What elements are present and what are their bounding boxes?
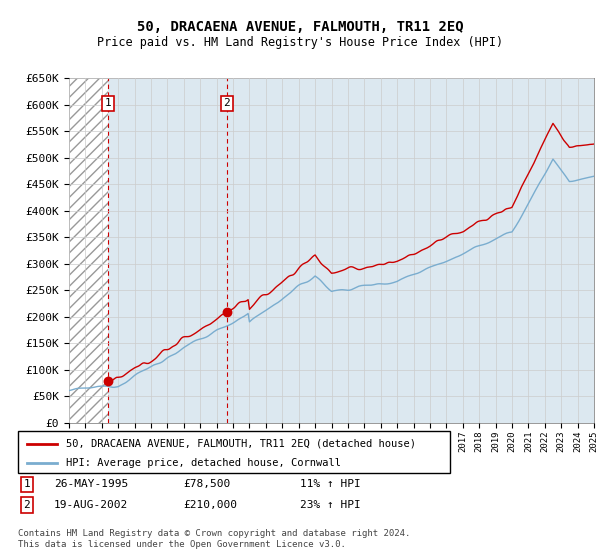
Point xyxy=(222,307,232,316)
Text: 50, DRACAENA AVENUE, FALMOUTH, TR11 2EQ (detached house): 50, DRACAENA AVENUE, FALMOUTH, TR11 2EQ … xyxy=(65,439,416,449)
Text: 2: 2 xyxy=(23,500,31,510)
FancyBboxPatch shape xyxy=(18,431,450,473)
Text: 2: 2 xyxy=(224,99,230,108)
Text: 19-AUG-2002: 19-AUG-2002 xyxy=(54,500,128,510)
Point xyxy=(103,377,113,386)
Bar xyxy=(69,78,108,423)
Text: 26-MAY-1995: 26-MAY-1995 xyxy=(54,479,128,489)
Text: 1: 1 xyxy=(23,479,31,489)
Text: 1: 1 xyxy=(104,99,112,108)
Text: HPI: Average price, detached house, Cornwall: HPI: Average price, detached house, Corn… xyxy=(65,458,341,468)
Text: 23% ↑ HPI: 23% ↑ HPI xyxy=(300,500,361,510)
Bar xyxy=(108,78,594,423)
Text: 11% ↑ HPI: 11% ↑ HPI xyxy=(300,479,361,489)
Text: £210,000: £210,000 xyxy=(183,500,237,510)
Text: 50, DRACAENA AVENUE, FALMOUTH, TR11 2EQ: 50, DRACAENA AVENUE, FALMOUTH, TR11 2EQ xyxy=(137,20,463,34)
Text: Price paid vs. HM Land Registry's House Price Index (HPI): Price paid vs. HM Land Registry's House … xyxy=(97,36,503,49)
Text: £78,500: £78,500 xyxy=(183,479,230,489)
Text: Contains HM Land Registry data © Crown copyright and database right 2024.
This d: Contains HM Land Registry data © Crown c… xyxy=(18,529,410,549)
